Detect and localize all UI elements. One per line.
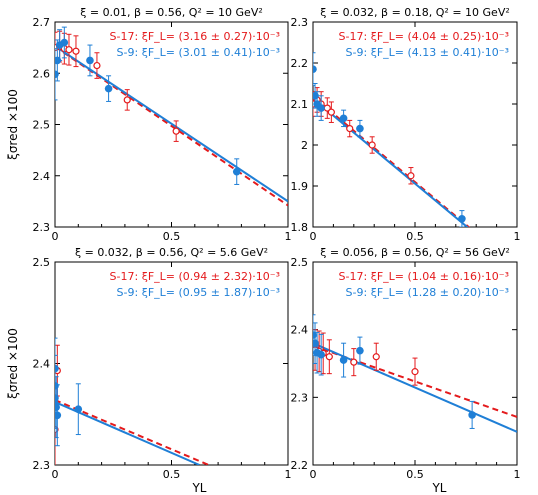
s9-data-point xyxy=(55,411,62,420)
s17-fit-line xyxy=(313,344,517,418)
s9-data-point xyxy=(339,356,348,364)
x-tick-label: 0.5 xyxy=(163,468,181,481)
s9-data-point xyxy=(356,124,364,133)
s17-data-point xyxy=(327,108,335,116)
y-tick-label: 2.2 xyxy=(291,459,309,472)
x-tick-label: 1 xyxy=(285,468,292,481)
s17-data-point xyxy=(172,127,180,135)
s17-data-point xyxy=(372,353,380,361)
s9-data-point xyxy=(104,84,113,93)
y-axis-label: ξσred ×100 xyxy=(6,89,20,160)
chart-panel-3: ξ = 0.032, β = 0.56, Q² = 5.6 GeV² 0 0.5 1 2… xyxy=(6,246,292,495)
x-tick-label: 1 xyxy=(514,230,521,243)
y-tick-label: 2.7 xyxy=(33,16,51,29)
y-tick-label: 2.2 xyxy=(291,57,309,70)
s17-fit-line xyxy=(55,399,210,465)
plot-area xyxy=(55,337,210,465)
y-tick-label: 2.3 xyxy=(33,459,51,472)
y-tick-label: 2 xyxy=(301,139,308,152)
chart-panel-4: ξ = 0.056, β = 0.56, Q² = 56 GeV² 0 0.5 1 2.… xyxy=(291,246,521,495)
s9-data-point xyxy=(317,104,325,112)
x-tick-label: 0.5 xyxy=(406,468,424,481)
s9-data-point xyxy=(74,405,83,413)
x-axis-label: YL xyxy=(431,481,446,495)
y-tick-label: 2.4 xyxy=(33,170,51,183)
panel-title: ξ = 0.01, β = 0.56, Q² = 10 GeV² xyxy=(80,6,263,19)
x-tick-label: 0 xyxy=(310,468,317,481)
s9-data-point xyxy=(313,92,319,100)
s9-data-point xyxy=(86,56,94,65)
x-tick-label: 0 xyxy=(52,468,59,481)
s9-data-point xyxy=(60,38,69,47)
s17-fit-line xyxy=(313,95,471,227)
y-tick-label: 2.5 xyxy=(33,256,51,269)
s9-fit-line xyxy=(313,342,517,433)
s9-data-point xyxy=(232,167,241,176)
x-tick-label: 0 xyxy=(310,230,317,243)
plot-area xyxy=(55,26,288,207)
legend-s17: S-17: ξF_L= (1.04 ± 0.16)·10⁻³ xyxy=(339,270,509,283)
s9-fit-line xyxy=(55,45,288,203)
y-tick-label: 2.5 xyxy=(33,119,51,132)
s9-data-point xyxy=(458,215,466,223)
legend-s9: S-9: ξF_L= (1.28 ± 0.20)·10⁻³ xyxy=(346,286,509,299)
s17-data-point xyxy=(350,358,358,366)
plot-area xyxy=(313,314,517,433)
x-tick-label: 0.5 xyxy=(163,230,181,243)
legend-s9: S-9: ξF_L= (0.95 ± 1.87)·10⁻³ xyxy=(117,286,280,299)
s17-data-point xyxy=(411,368,419,376)
x-tick-label: 1 xyxy=(514,468,521,481)
s9-data-point xyxy=(55,403,60,411)
s9-data-point xyxy=(55,364,59,373)
s9-data-point xyxy=(317,350,325,359)
legend-s17: S-17: ξF_L= (4.04 ± 0.25)·10⁻³ xyxy=(339,30,509,43)
legend-s9: S-9: ξF_L= (4.13 ± 0.41)·10⁻³ xyxy=(346,46,509,59)
s17-data-point xyxy=(65,46,73,54)
chart-panel-1: ξ = 0.01, β = 0.56, Q² = 10 GeV² 0 0.5 1 2.3… xyxy=(6,6,292,243)
y-tick-label: 2.3 xyxy=(291,391,309,404)
y-axis-label: ξσred ×100 xyxy=(6,328,20,399)
y-tick-label: 2.6 xyxy=(33,67,51,80)
s9-fit-line xyxy=(313,97,469,227)
y-tick-label: 2.4 xyxy=(33,358,51,371)
y-tick-label: 2.4 xyxy=(291,324,309,337)
s17-data-point xyxy=(368,141,376,149)
legend-s17: S-17: ξF_L= (3.16 ± 0.27)·10⁻³ xyxy=(110,30,280,43)
y-tick-label: 1.8 xyxy=(291,221,309,234)
panel-title: ξ = 0.032, β = 0.56, Q² = 5.6 GeV² xyxy=(75,246,268,259)
chart-panel-2: ξ = 0.032, β = 0.18, Q² = 10 GeV² 0 0.5 1 1.… xyxy=(291,6,521,243)
s9-data-point xyxy=(313,339,319,347)
y-tick-label: 2.3 xyxy=(33,221,51,234)
panel-title: ξ = 0.032, β = 0.18, Q² = 10 GeV² xyxy=(320,6,510,19)
legend-s17: S-17: ξF_L= (0.94 ± 2.32)·10⁻³ xyxy=(110,270,280,283)
y-tick-label: 1.9 xyxy=(291,180,309,193)
plot-area xyxy=(313,52,471,227)
s9-data-point xyxy=(356,346,364,355)
s17-data-point xyxy=(123,96,131,104)
s17-data-point xyxy=(72,47,80,55)
panel-title: ξ = 0.056, β = 0.56, Q² = 56 GeV² xyxy=(320,246,510,259)
x-tick-label: 0.5 xyxy=(406,230,424,243)
legend-s9: S-9: ξF_L= (3.01 ± 0.41)·10⁻³ xyxy=(117,46,280,59)
s17-data-point xyxy=(346,125,354,133)
s17-data-point xyxy=(325,353,333,361)
x-tick-label: 1 xyxy=(285,230,292,243)
y-tick-label: 2.5 xyxy=(291,256,309,269)
s9-data-point xyxy=(339,114,348,123)
s9-data-point xyxy=(313,65,317,73)
s9-data-point xyxy=(468,411,476,419)
x-tick-label: 0 xyxy=(52,230,59,243)
s17-fit-line xyxy=(55,45,288,207)
s17-data-point xyxy=(407,172,415,180)
y-tick-label: 2.1 xyxy=(291,98,309,111)
x-axis-label: YL xyxy=(191,481,206,495)
y-tick-label: 2.3 xyxy=(291,16,309,29)
s17-data-point xyxy=(93,61,101,70)
